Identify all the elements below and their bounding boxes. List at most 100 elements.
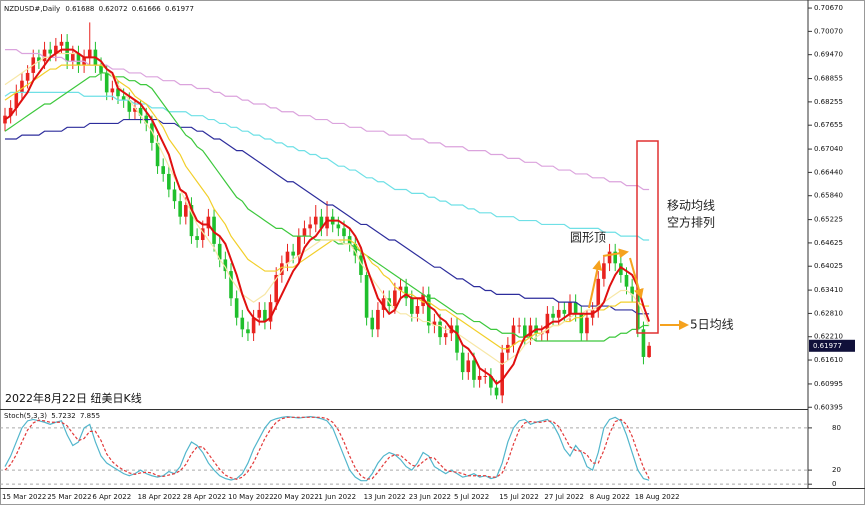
candle-body [87,49,92,58]
candle-body [523,325,527,338]
candle-body [455,325,459,353]
y-tick-label: 80 [832,424,841,432]
candle-body [116,88,120,97]
x-tick-label: 27 Jul 2022 [544,493,584,501]
candle-body [585,317,589,334]
x-tick-label: 10 May 2022 [228,493,274,501]
candle-body [246,329,250,334]
candle-body [104,72,109,93]
candle-body [342,228,346,237]
candle-body [178,201,182,217]
candle-body [42,49,47,62]
candle-body [251,317,256,334]
y-tick-label: 0.61610 [814,356,843,364]
candle-body [460,352,465,373]
stoch-main-last: 5.7232 [51,412,76,420]
candle-body [376,309,380,330]
candle-body [579,313,584,334]
y-tick-label: 0.66440 [814,168,843,176]
candle-body [398,286,403,291]
candle-body [607,251,612,264]
x-tick-label: 5 Jul 2022 [454,493,489,501]
candle-body [268,302,273,322]
candle-body [517,325,521,327]
candle-body [25,72,30,81]
candle-body [545,313,550,334]
candle-body [511,325,516,345]
arrow-up [588,260,603,309]
candle-body [291,251,295,256]
candle-body [630,286,634,295]
candle-body [121,96,126,101]
candle-body [172,189,177,202]
candle-body [353,243,358,256]
candle-body [432,321,437,326]
candle-body [500,352,504,396]
candle-body [443,333,448,338]
candle-body [410,298,414,314]
candle-body [200,228,205,240]
candle-body [556,309,561,318]
candle-body [285,251,290,264]
candle-body [466,360,471,373]
x-tick-label: 18 Apr 2022 [138,493,181,501]
candle-body [641,329,646,357]
candle-body [127,100,132,112]
x-tick-label: 8 Aug 2022 [590,493,630,501]
candle-body [206,216,211,229]
stoch-line [4,416,650,480]
candle-body [619,263,623,275]
last-price-label: 0.61977 [813,342,842,350]
stoch-title: Stoch(5,3,3) [4,412,47,420]
y-tick-label: 0.60995 [814,380,843,388]
candle-body [155,142,160,167]
x-tick-label: 1 Jun 2022 [318,493,356,501]
candle-body [596,278,601,310]
candle-body [65,41,69,62]
candle-body [71,53,75,62]
candle-body [636,294,640,330]
candle-body [274,274,278,303]
stoch-header: Stoch(5,3,3) 5.7232 7.855 [4,412,100,420]
candle-body [336,224,341,229]
moving-average-line [4,52,650,366]
x-tick-label: 6 Apr 2022 [92,493,131,501]
last-low: 0.61666 [132,5,161,13]
y-tick-label: 0.60395 [814,403,843,411]
annotation-ma: 移动均线 [667,199,715,213]
candle-body [54,45,58,54]
y-tick-label: 0.70670 [814,4,843,12]
candle-body [133,107,137,112]
y-tick-label: 20 [832,466,841,474]
candle-body [477,375,482,380]
y-tick-label: 0.65225 [814,216,843,224]
last-open: 0.61688 [65,5,94,13]
candle-body [528,325,533,338]
y-tick-label: 0.69470 [814,51,843,59]
x-tick-label: 18 Aug 2022 [635,493,680,501]
last-high: 0.62072 [99,5,128,13]
candle-body [8,107,13,116]
stoch-signal-last: 7.855 [80,412,100,420]
candle-body [494,387,499,396]
stoch-line [4,416,650,482]
candle-body [359,255,363,275]
candle-body [195,236,199,240]
last-close: 0.61977 [165,5,194,13]
candle-body [415,306,420,314]
marks: 0.70670 0.70070 0.69470 0.68855 0.68255 0.676… [0,4,855,501]
candle-body [161,166,165,174]
candle-body [647,345,651,358]
candle-body [138,107,143,116]
candle-body [20,80,24,93]
candle-body [110,88,115,93]
y-tick-label: 0.63410 [814,286,843,294]
candle-body [240,317,245,330]
candle-body [472,360,476,380]
x-tick-label: 15 Mar 2022 [2,493,46,501]
x-tick-label: 20 May 2022 [273,493,319,501]
candle-body [602,263,606,279]
candle-body [223,259,228,272]
moving-average-line [5,118,650,315]
